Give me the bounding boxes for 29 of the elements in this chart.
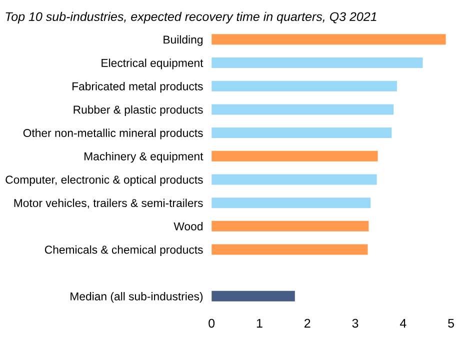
bar: [212, 80, 397, 92]
bar: [212, 34, 446, 45]
x-tick-label: 1: [256, 318, 262, 328]
y-tick-label: Median (all sub-industries): [70, 292, 203, 303]
y-tick-label: Fabricated metal products: [72, 82, 203, 93]
y-tick-label: Other non-metallic mineral products: [23, 128, 203, 140]
y-tick-label: Electrical equipment: [102, 58, 204, 70]
y-tick-label: Wood: [174, 222, 203, 230]
y-tick-label: Rubber & plastic products: [74, 105, 203, 116]
bar: [212, 128, 392, 138]
bar: [212, 244, 368, 255]
y-tick-label: Computer, electronic & optical products: [6, 175, 203, 186]
bar: [212, 58, 423, 68]
bar: [212, 220, 369, 232]
y-tick-label: Motor vehicles, trailers & semi-trailers: [14, 198, 203, 208]
bar: [212, 290, 295, 302]
bar: [212, 174, 377, 185]
y-tick-label: Machinery & equipment: [84, 152, 204, 163]
bar: [212, 104, 394, 115]
y-tick-label: Building: [164, 35, 203, 46]
x-tick-label: 2: [304, 318, 310, 328]
bar: [212, 198, 371, 208]
bar: [212, 150, 378, 162]
x-tick-label: 4: [400, 318, 406, 328]
x-tick-label: 3: [352, 318, 358, 328]
x-tick-label: 0: [208, 318, 215, 328]
y-tick-label: Chemicals & chemical products: [44, 245, 203, 256]
chart-title: Top 10 sub-industries, expected recovery time in quarters, Q3 2021: [6, 12, 376, 24]
x-tick-label: 5: [448, 318, 454, 328]
